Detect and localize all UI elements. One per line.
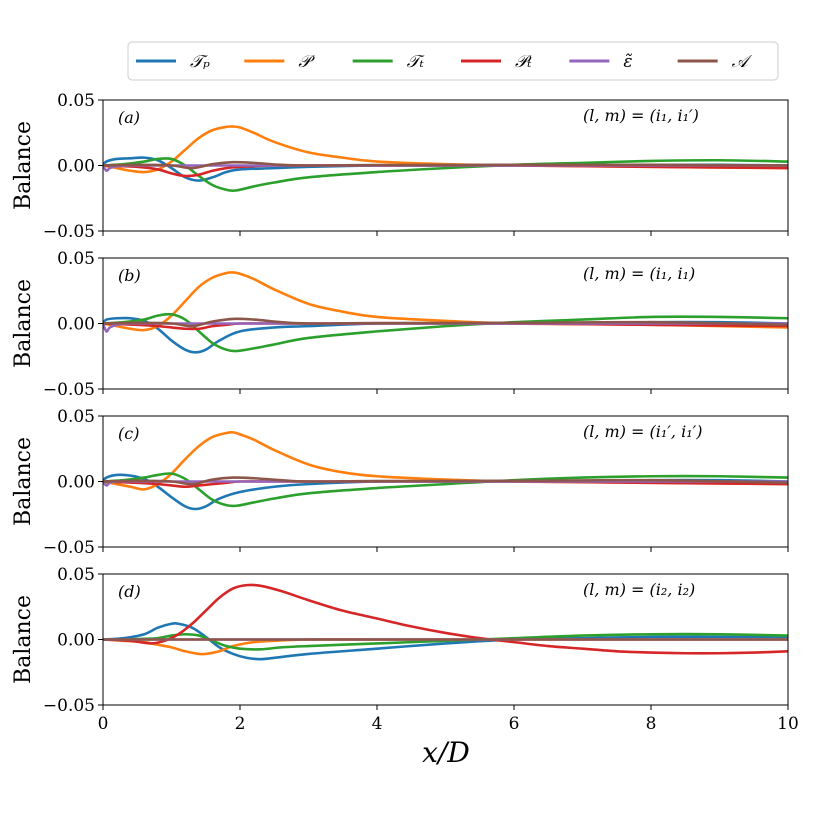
panel-2-line-A xyxy=(103,476,788,486)
panel-1-ytick-label-2: 0.05 xyxy=(57,249,95,269)
panel-0: −0.05 0.00 0.05 Balance (a) (l, m) = (i₁, i₁′… xyxy=(11,91,789,242)
legend-label-Tp: 𝒯ₚ xyxy=(190,52,210,72)
legend: 𝒯ₚ 𝒫 𝒯ₜ 𝒫ₜ ε̃ 𝒜 xyxy=(127,41,779,81)
xtick-label-2: 4 xyxy=(372,714,383,734)
panel-3-ytick-label-2: 0.05 xyxy=(57,565,95,585)
legend-frame xyxy=(127,41,779,81)
panel-2: −0.05 0.00 0.05 Balance (c) (l, m) = (i₁′, i₁… xyxy=(11,407,789,558)
xtick-label-0: 0 xyxy=(98,714,109,734)
panel-3-ylabel: Balance xyxy=(11,595,36,684)
panel-2-ytick-label-0: −0.05 xyxy=(43,538,95,558)
panel-0-ytick-label-2: 0.05 xyxy=(57,91,95,111)
panels: −0.05 0.00 0.05 Balance (a) (l, m) = (i₁, i₁′… xyxy=(11,91,799,734)
panel-1-ytick-label-0: −0.05 xyxy=(43,380,95,400)
panel-3-line-Pt xyxy=(103,583,788,655)
panel-3-ytick-label-0: −0.05 xyxy=(43,696,95,716)
panel-1-line-Tt xyxy=(103,312,788,353)
panel-3-ytick-label-1: 0.00 xyxy=(57,631,95,651)
panel-1-ytick-label-1: 0.00 xyxy=(57,315,95,335)
legend-label-eps: ε̃ xyxy=(623,52,632,72)
panel-0-letter: (a) xyxy=(118,108,140,127)
panel-0-ytick-label-0: −0.05 xyxy=(43,222,95,242)
panel-2-ylabel: Balance xyxy=(11,437,36,526)
xtick-label-3: 6 xyxy=(509,714,520,734)
panel-1-series xyxy=(103,271,788,354)
panel-0-ytick-label-1: 0.00 xyxy=(57,157,95,177)
panel-1-letter: (b) xyxy=(118,266,141,285)
panel-0-ylabel: Balance xyxy=(11,121,36,210)
panel-0-line-Tt xyxy=(103,157,788,192)
panel-1: −0.05 0.00 0.05 Balance (b) (l, m) = (i₁, i₁) xyxy=(11,249,789,400)
xtick-label-4: 8 xyxy=(646,714,657,734)
panel-3-series xyxy=(103,583,788,661)
panel-0-pair: (l, m) = (i₁, i₁′) xyxy=(583,106,699,125)
xtick-label-1: 2 xyxy=(235,714,246,734)
xtick-label-5: 10 xyxy=(777,714,799,734)
panel-2-ytick-label-2: 0.05 xyxy=(57,407,95,427)
legend-label-Pt: 𝒫ₜ xyxy=(515,52,532,72)
panel-2-letter: (c) xyxy=(118,424,139,443)
panel-1-line-A xyxy=(103,317,788,328)
panel-2-pair: (l, m) = (i₁′, i₁′) xyxy=(583,422,703,441)
panel-3: −0.05 0.00 0.05 0 2 4 6 8 10 Balance (d) (l, m) = (… xyxy=(11,565,799,734)
panel-3-line-Tt xyxy=(103,632,788,651)
panel-1-ylabel: Balance xyxy=(11,279,36,368)
panel-3-letter: (d) xyxy=(118,582,141,601)
panel-2-line-Tt xyxy=(103,472,788,508)
panel-3-pair: (l, m) = (i₂, i₂) xyxy=(583,580,695,599)
x-axis-label: x/D xyxy=(422,736,470,769)
panel-2-ytick-label-1: 0.00 xyxy=(57,473,95,493)
panel-1-pair: (l, m) = (i₁, i₁) xyxy=(583,264,695,283)
legend-label-A: 𝒜 xyxy=(732,52,753,72)
legend-label-Tt: 𝒯ₜ xyxy=(407,52,425,72)
panel-2-series xyxy=(103,430,788,511)
panel-0-line-A xyxy=(103,160,788,170)
panel-0-series xyxy=(103,125,788,192)
